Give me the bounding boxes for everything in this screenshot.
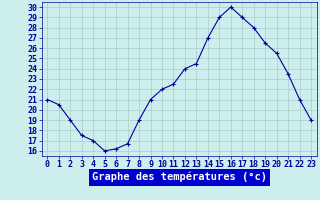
- X-axis label: Graphe des températures (°c): Graphe des températures (°c): [92, 172, 267, 182]
